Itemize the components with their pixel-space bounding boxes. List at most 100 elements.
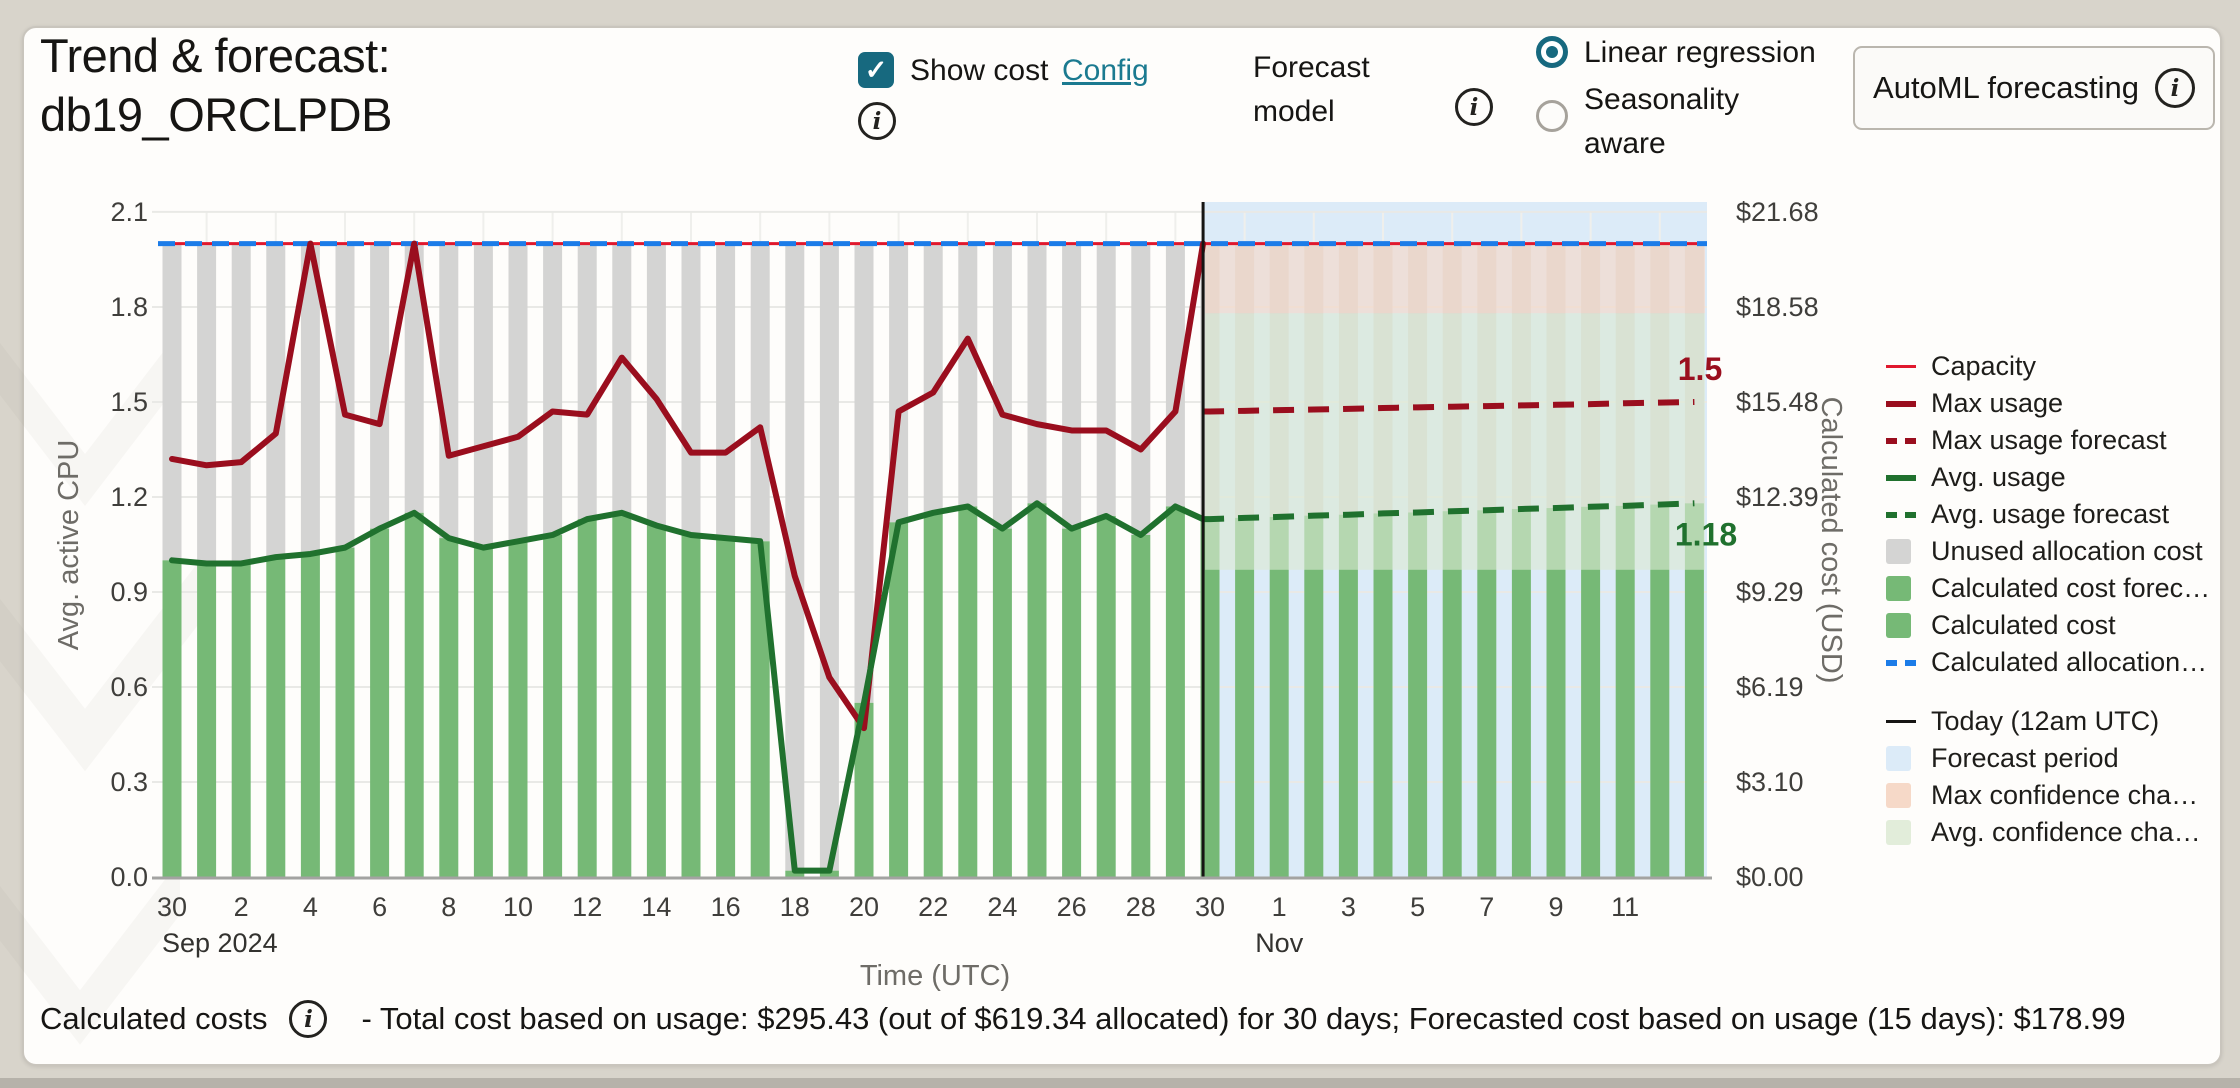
- avg-usage-line[interactable]: [169, 500, 1207, 874]
- calculated-cost-forecast-bar[interactable]: [1235, 517, 1255, 877]
- unused-allocation-bar[interactable]: [439, 243, 459, 539]
- calculated-cost-bar[interactable]: [923, 512, 943, 877]
- radio-seasonality-aware[interactable]: [1536, 100, 1568, 132]
- calculated-cost-bar[interactable]: [577, 519, 597, 877]
- unused-allocation-bar[interactable]: [819, 243, 839, 871]
- legend-item[interactable]: Capacity: [1886, 348, 2226, 385]
- legend-item[interactable]: Avg. usage forecast: [1886, 496, 2226, 533]
- calculated-cost-forecast-bar[interactable]: [1269, 516, 1289, 877]
- legend-item[interactable]: Max confidence cha…: [1886, 777, 2226, 814]
- unused-allocation-bar[interactable]: [335, 243, 355, 548]
- unused-allocation-bar[interactable]: [958, 243, 978, 507]
- unused-allocation-bar[interactable]: [1027, 243, 1047, 504]
- legend-item[interactable]: Calculated allocation…: [1886, 644, 2226, 681]
- calculated-cost-bar[interactable]: [266, 557, 286, 877]
- unused-allocation-bar[interactable]: [508, 243, 528, 542]
- unused-allocation-bar[interactable]: [231, 243, 251, 564]
- calculated-cost-bar[interactable]: [370, 528, 390, 877]
- forecast-model-info-icon[interactable]: i: [1455, 88, 1493, 126]
- calculated-cost-bar[interactable]: [1131, 534, 1151, 877]
- unused-allocation-bar[interactable]: [992, 243, 1012, 529]
- calculated-cost-bar[interactable]: [681, 534, 701, 877]
- calculated-cost-bar[interactable]: [819, 870, 839, 877]
- calculated-cost-bar[interactable]: [646, 525, 666, 877]
- calculated-cost-forecast-bar[interactable]: [1511, 508, 1531, 877]
- calculated-cost-bar[interactable]: [197, 563, 217, 877]
- max-usage-forecast-line[interactable]: [1203, 398, 1695, 415]
- calculated-cost-bar[interactable]: [992, 528, 1012, 877]
- legend-item[interactable]: Unused allocation cost: [1886, 533, 2226, 570]
- calculated-cost-bar[interactable]: [612, 512, 632, 877]
- unused-allocation-bar[interactable]: [750, 243, 770, 542]
- unused-allocation-bar[interactable]: [543, 243, 563, 535]
- unused-allocation-bar[interactable]: [1165, 243, 1185, 507]
- legend-item[interactable]: Forecast period: [1886, 740, 2226, 777]
- unused-allocation-bar[interactable]: [785, 243, 805, 871]
- legend-item[interactable]: Calculated cost: [1886, 607, 2226, 644]
- config-link[interactable]: Config: [1062, 54, 1149, 87]
- unused-allocation-bar[interactable]: [1131, 243, 1151, 535]
- calculated-cost-bar[interactable]: [162, 560, 182, 877]
- radio-linear-regression[interactable]: [1536, 36, 1568, 68]
- calculated-cost-bar[interactable]: [508, 541, 528, 877]
- calculated-cost-forecast-bar[interactable]: [1200, 519, 1220, 877]
- calculated-cost-bar[interactable]: [1165, 506, 1185, 877]
- calculated-costs-info-icon[interactable]: i: [289, 1000, 328, 1038]
- calculated-cost-forecast-bar[interactable]: [1338, 514, 1358, 877]
- calculated-cost-bar[interactable]: [854, 702, 874, 877]
- calculated-cost-bar[interactable]: [231, 563, 251, 877]
- unused-allocation-bar[interactable]: [716, 243, 736, 539]
- legend-item[interactable]: Today (12am UTC): [1886, 703, 2226, 740]
- legend-item[interactable]: Max usage forecast: [1886, 422, 2226, 459]
- max-usage-line[interactable]: [169, 240, 1207, 732]
- unused-allocation-bar[interactable]: [854, 243, 874, 703]
- unused-allocation-bar[interactable]: [681, 243, 701, 535]
- unused-allocation-bar[interactable]: [1062, 243, 1082, 529]
- calculated-cost-bar[interactable]: [716, 538, 736, 877]
- automl-info-icon[interactable]: i: [2154, 68, 2195, 108]
- calculated-cost-forecast-bar[interactable]: [1615, 505, 1635, 877]
- unused-allocation-bar[interactable]: [162, 243, 182, 561]
- unused-allocation-bar[interactable]: [923, 243, 943, 513]
- unused-allocation-bar[interactable]: [300, 243, 320, 554]
- calculated-cost-bar[interactable]: [889, 522, 909, 877]
- calculated-cost-forecast-bar[interactable]: [1373, 513, 1393, 877]
- calculated-cost-forecast-bar[interactable]: [1408, 512, 1428, 877]
- unused-allocation-bar[interactable]: [473, 243, 493, 548]
- calculated-cost-forecast-bar[interactable]: [1684, 503, 1704, 877]
- calculated-cost-bar[interactable]: [1027, 503, 1047, 877]
- automl-forecasting-button[interactable]: AutoML forecasting i: [1853, 46, 2215, 130]
- calculated-cost-forecast-bar[interactable]: [1581, 506, 1601, 877]
- history-bars[interactable]: [162, 243, 1185, 877]
- legend-item[interactable]: Avg. usage: [1886, 459, 2226, 496]
- calculated-cost-bar[interactable]: [335, 547, 355, 877]
- legend-item[interactable]: Avg. confidence cha…: [1886, 814, 2226, 851]
- calculated-cost-forecast-bar[interactable]: [1442, 511, 1462, 877]
- show-cost-info-icon[interactable]: i: [858, 102, 896, 140]
- calculated-cost-forecast-bar[interactable]: [1546, 508, 1566, 877]
- legend-item[interactable]: Calculated cost forec…: [1886, 570, 2226, 607]
- calculated-cost-bar[interactable]: [543, 534, 563, 877]
- calculated-cost-bar[interactable]: [958, 506, 978, 877]
- calculated-cost-bar[interactable]: [1096, 515, 1116, 877]
- calculated-cost-forecast-bar[interactable]: [1650, 504, 1670, 877]
- unused-allocation-bar[interactable]: [1096, 243, 1116, 516]
- unused-allocation-bar[interactable]: [404, 243, 424, 513]
- calculated-cost-bar[interactable]: [300, 553, 320, 877]
- unused-allocation-bar[interactable]: [612, 243, 632, 513]
- unused-allocation-bar[interactable]: [266, 243, 286, 558]
- unused-allocation-bar[interactable]: [646, 243, 666, 526]
- calculated-cost-forecast-bar[interactable]: [1304, 515, 1324, 877]
- calculated-cost-bar[interactable]: [473, 547, 493, 877]
- calculated-cost-bar[interactable]: [1062, 528, 1082, 877]
- calculated-cost-forecast-bar[interactable]: [1477, 510, 1497, 877]
- unused-allocation-bar[interactable]: [577, 243, 597, 520]
- calculated-cost-bar[interactable]: [439, 538, 459, 877]
- unused-allocation-bar[interactable]: [197, 243, 217, 564]
- avg-usage-forecast-line[interactable]: [1203, 500, 1695, 523]
- calculated-cost-bar[interactable]: [404, 512, 424, 877]
- unused-allocation-bar[interactable]: [370, 243, 390, 529]
- show-cost-checkbox[interactable]: ✓: [858, 52, 894, 88]
- calculated-cost-bar[interactable]: [750, 541, 770, 877]
